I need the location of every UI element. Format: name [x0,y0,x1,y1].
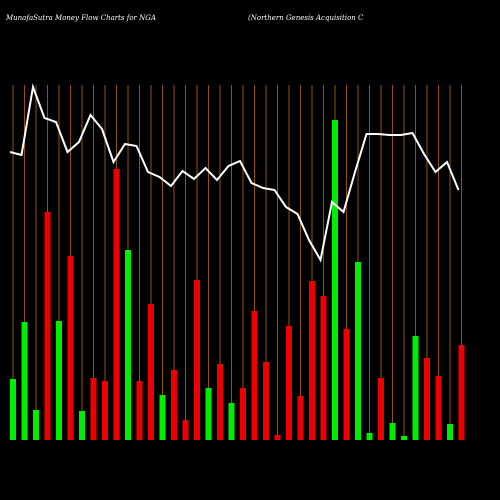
bar [90,378,97,440]
bar [401,436,407,440]
bar [320,296,327,440]
bar [136,381,143,440]
bar [44,212,51,440]
bar [378,378,384,440]
bar [240,388,246,440]
bar [125,250,131,440]
money-flow-line [9,83,460,263]
chart-title: MunafaSutra Money Flow Charts for NGA [5,14,156,22]
bar [171,370,177,440]
bar [10,379,16,440]
bar [355,262,361,440]
bar [424,358,430,440]
bar [194,280,200,440]
bar [102,381,108,440]
bar [205,388,212,440]
bar [263,362,269,440]
bar [217,364,223,440]
bar [182,420,189,440]
bar [21,322,28,440]
bar [159,395,166,440]
bar [33,410,39,440]
bar [412,336,419,440]
bar [148,304,154,440]
bar [343,329,350,440]
bar [113,169,120,440]
bar [447,424,453,440]
chart-subtitle: (Northern Genesis Acquisition C [248,14,364,22]
bar [366,433,373,440]
bar [67,256,74,440]
bar [79,411,85,440]
bar [297,396,304,440]
bar [274,435,281,440]
bar [56,321,62,440]
bar [251,311,258,440]
bar [309,281,315,440]
bar [332,120,338,440]
bar [286,326,292,440]
bar [389,423,396,440]
bar [435,376,442,440]
bar [228,403,235,440]
bar [458,345,465,440]
